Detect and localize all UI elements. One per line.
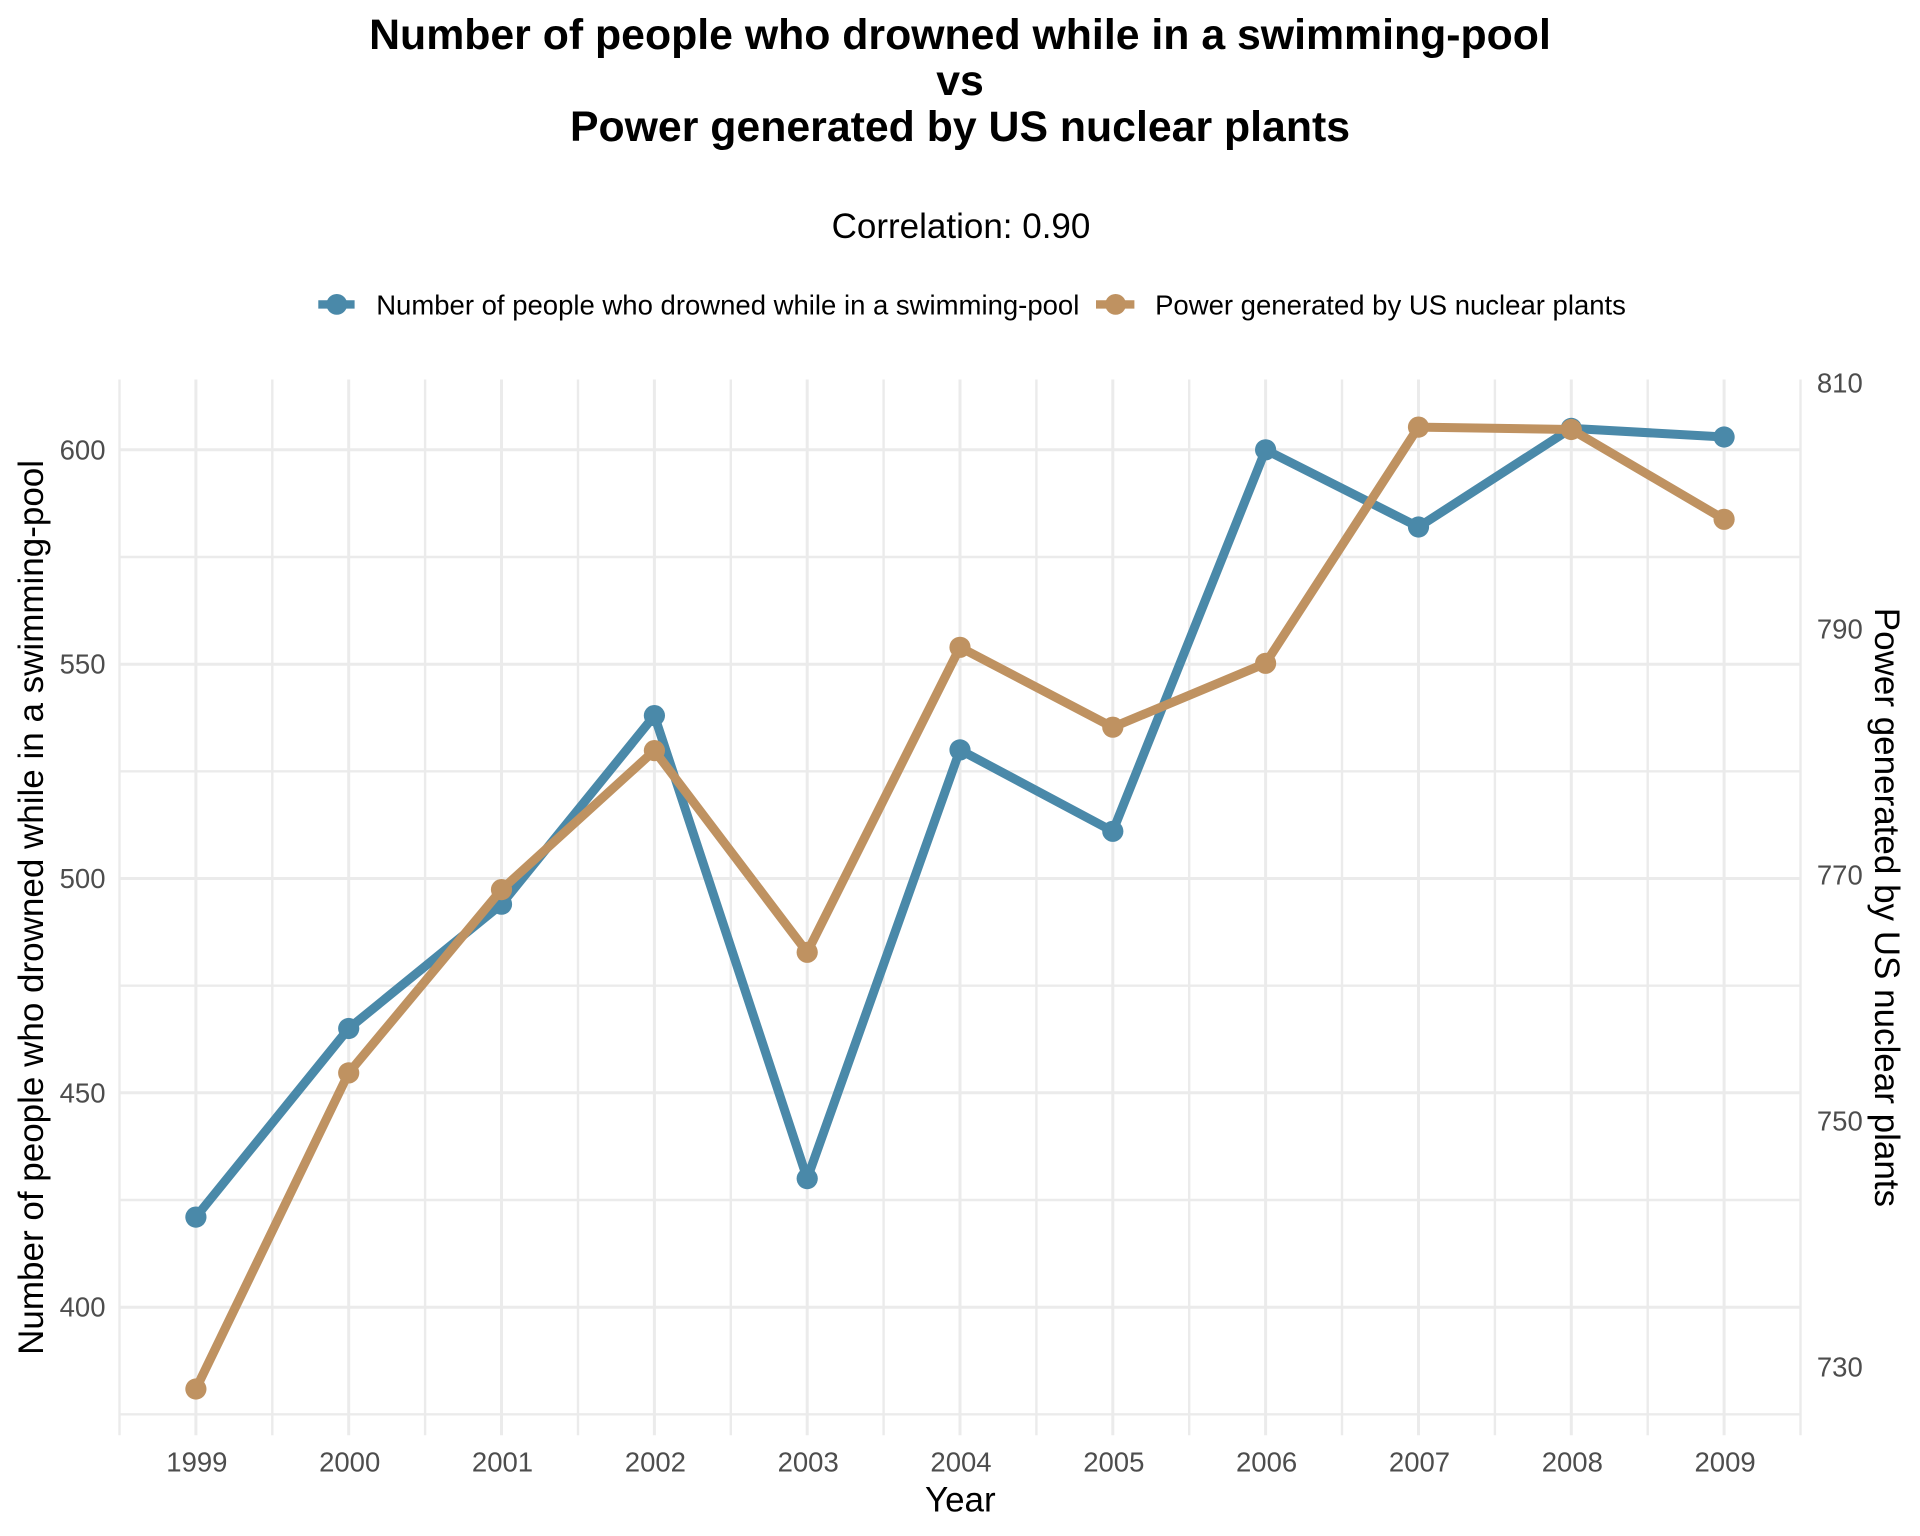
svg-text:2005: 2005 xyxy=(1083,1447,1144,1478)
svg-text:1999: 1999 xyxy=(166,1447,227,1478)
svg-text:2008: 2008 xyxy=(1542,1447,1603,1478)
svg-text:750: 750 xyxy=(1817,1105,1863,1136)
svg-text:500: 500 xyxy=(60,863,106,894)
svg-text:2007: 2007 xyxy=(1389,1447,1450,1478)
svg-text:2009: 2009 xyxy=(1695,1447,1756,1478)
svg-text:600: 600 xyxy=(60,434,106,465)
svg-text:Number of people who drowned w: Number of people who drowned while in a … xyxy=(369,11,1551,59)
svg-text:2001: 2001 xyxy=(472,1447,533,1478)
svg-text:2003: 2003 xyxy=(778,1447,839,1478)
svg-text:2000: 2000 xyxy=(319,1447,380,1478)
svg-text:Number of people who drowned w: Number of people who drowned while in a … xyxy=(12,460,51,1355)
svg-text:Correlation: 0.90: Correlation: 0.90 xyxy=(832,207,1091,246)
svg-text:550: 550 xyxy=(60,649,106,680)
svg-text:Power generated by US nuclear: Power generated by US nuclear plants xyxy=(570,103,1350,151)
svg-text:2004: 2004 xyxy=(930,1447,991,1478)
svg-text:770: 770 xyxy=(1817,859,1863,890)
svg-text:450: 450 xyxy=(60,1077,106,1108)
svg-text:810: 810 xyxy=(1817,367,1863,398)
svg-text:vs: vs xyxy=(936,57,984,105)
svg-text:730: 730 xyxy=(1817,1351,1863,1382)
svg-text:2006: 2006 xyxy=(1236,1447,1297,1478)
svg-text:Number of people who drowned w: Number of people who drowned while in a … xyxy=(376,290,1079,321)
svg-text:2002: 2002 xyxy=(625,1447,686,1478)
svg-text:400: 400 xyxy=(60,1292,106,1323)
svg-text:Power generated by US nuclear: Power generated by US nuclear plants xyxy=(1867,608,1906,1207)
svg-text:790: 790 xyxy=(1817,613,1863,644)
svg-text:Power generated by US nuclear: Power generated by US nuclear plants xyxy=(1155,290,1626,321)
svg-text:Year: Year xyxy=(925,1481,996,1520)
